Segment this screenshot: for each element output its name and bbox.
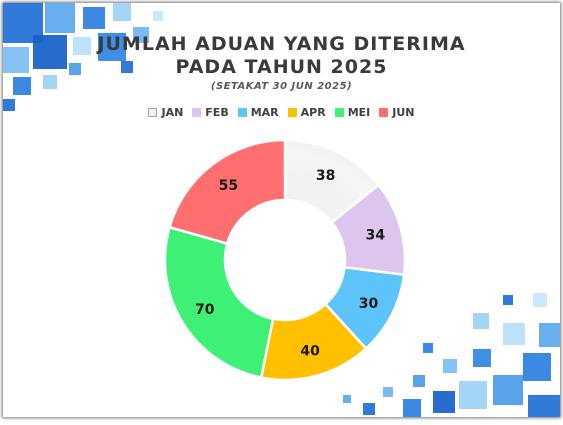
chart-legend: JAN FEB MAR APR MEI JUN xyxy=(3,106,560,119)
decorative-square xyxy=(443,359,457,373)
decorative-square xyxy=(73,37,91,55)
legend-swatch xyxy=(237,108,247,117)
donut-slice-jun xyxy=(168,138,287,246)
data-label-feb: 34 xyxy=(366,227,386,243)
decorative-square xyxy=(363,403,375,415)
data-label-mar: 30 xyxy=(359,296,379,312)
legend-swatch xyxy=(287,108,297,117)
decorative-square xyxy=(473,313,489,329)
legend-label: FEB xyxy=(205,106,229,119)
decorative-square xyxy=(493,375,523,405)
decorative-square xyxy=(153,11,163,21)
legend-label: JAN xyxy=(161,106,184,119)
legend-swatch xyxy=(379,108,389,117)
decorative-square xyxy=(383,387,393,397)
donut-slice-mei xyxy=(163,225,275,380)
decorative-square xyxy=(3,99,15,111)
legend-label: JUN xyxy=(392,106,415,119)
data-label-apr: 40 xyxy=(300,344,320,360)
legend-item-apr: APR xyxy=(287,106,326,119)
data-label-jan: 38 xyxy=(316,168,335,184)
legend-swatch xyxy=(148,108,158,117)
legend-swatch xyxy=(334,108,344,117)
decorative-square xyxy=(423,343,433,353)
decorative-square xyxy=(503,323,525,345)
chart-title: JUMLAH ADUAN YANG DITERIMA PADA TAHUN 20… xyxy=(3,33,560,79)
decorative-square xyxy=(523,353,551,381)
decorative-square xyxy=(403,399,421,417)
decorative-square xyxy=(503,295,513,305)
legend-item-jan: JAN xyxy=(148,106,183,119)
decorative-square xyxy=(113,3,131,21)
legend-item-mar: MAR xyxy=(237,106,279,119)
decorative-square xyxy=(98,33,126,61)
decorative-square xyxy=(69,63,81,75)
decorative-square xyxy=(45,3,75,33)
decorative-square xyxy=(133,27,149,43)
decorative-square xyxy=(121,61,133,73)
legend-item-mei: MEI xyxy=(334,106,371,119)
chart-title-line-1: JUMLAH ADUAN YANG DITERIMA xyxy=(97,33,466,55)
decorative-square xyxy=(33,35,67,69)
legend-label: APR xyxy=(300,106,326,119)
legend-label: MAR xyxy=(250,106,279,119)
decorative-square xyxy=(528,395,560,417)
decorative-squares-top-left xyxy=(3,3,560,417)
data-label-jun: 55 xyxy=(219,178,238,194)
legend-item-feb: FEB xyxy=(192,106,229,119)
chart-title-line-2: PADA TAHUN 2025 xyxy=(175,56,388,78)
decorative-square xyxy=(3,47,29,73)
chart-subtitle: (SETAKAT 30 JUN 2025) xyxy=(210,81,353,92)
legend-label: MEI xyxy=(347,106,371,119)
decorative-square xyxy=(13,77,31,95)
decorative-square xyxy=(413,375,425,387)
donut-chart: 38 34 30 40 70 55 xyxy=(163,138,407,382)
decorative-square xyxy=(533,293,547,307)
legend-item-jun: JUN xyxy=(379,106,415,119)
decorative-square xyxy=(43,75,57,89)
decorative-square xyxy=(459,381,487,409)
decorative-square xyxy=(539,323,560,347)
data-label-mei: 70 xyxy=(195,302,215,318)
decorative-square xyxy=(473,349,491,367)
decorative-square xyxy=(343,395,351,403)
chart-frame: JUMLAH ADUAN YANG DITERIMA PADA TAHUN 20… xyxy=(3,3,560,417)
decorative-square xyxy=(83,7,105,29)
decorative-square xyxy=(433,391,455,413)
legend-swatch xyxy=(192,108,202,117)
